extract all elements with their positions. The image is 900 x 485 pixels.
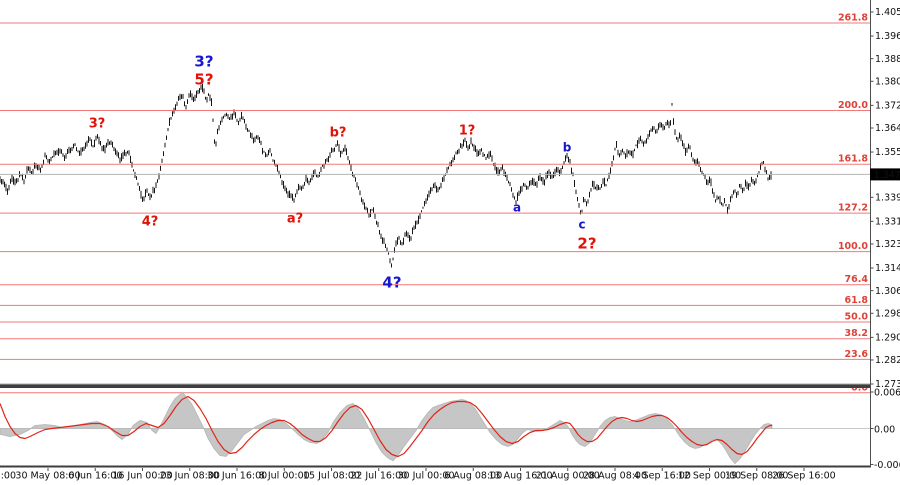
price-tick-label: 1.3885 — [875, 54, 900, 65]
current-price-tag-bg — [870, 168, 900, 181]
price-tick-label: 1.3555 — [875, 147, 900, 158]
wave-label-2: 3? — [89, 117, 106, 132]
wave-label-0: 3? — [194, 52, 213, 70]
time-axis-partial-label: 00:00 — [0, 471, 16, 482]
indicator-max-label: 0.00678 — [874, 387, 900, 398]
fib-label-100.0: 100.0 — [838, 241, 868, 252]
wave-label-11: 2? — [577, 234, 596, 252]
wave-label-3: 4? — [142, 215, 159, 230]
price-tick-label: 1.3805 — [875, 77, 900, 88]
fib-label-61.8: 61.8 — [845, 295, 869, 306]
time-tick-label: 21 Aug 00:00 — [536, 471, 600, 482]
price-tick-label: 1.3145 — [875, 263, 900, 274]
time-tick-label: 30 Jun 16:00 — [207, 471, 267, 482]
fib-label-23.6: 23.6 — [845, 349, 869, 360]
time-tick-label: 30 Jul 00:00 — [398, 471, 455, 482]
time-tick-label: 15 Jul 08:00 — [303, 471, 360, 482]
bottom-border — [0, 465, 870, 468]
time-tick-label: 16 Jun 00:00 — [112, 471, 172, 482]
wave-label-4: a? — [287, 212, 303, 227]
time-tick-label: 19 Sep 08:00 — [725, 471, 788, 482]
wave-label-1: 5? — [194, 70, 213, 88]
indicator-zero-label: 0.00 — [874, 424, 895, 435]
oscillator-area — [0, 391, 773, 465]
plot-background[interactable] — [0, 0, 870, 384]
fib-label-161.8: 161.8 — [838, 154, 868, 165]
time-tick-label: 8 Jul 00:00 — [259, 471, 310, 482]
fib-label-76.4: 76.4 — [845, 274, 869, 285]
time-tick-label: 13 Aug 16:00 — [488, 471, 552, 482]
price-tick-label: 1.3310 — [875, 217, 900, 228]
price-tick-label: 1.4050 — [875, 7, 900, 18]
panel-separator[interactable] — [0, 384, 870, 389]
time-tick-label: 6 Jun 16:00 — [68, 471, 122, 482]
price-axis[interactable]: 1.4050 1.3965 1.3885 1.3805 1.3720 1.3640 1.35… — [870, 0, 900, 468]
price-tick-label: 1.2900 — [875, 333, 900, 344]
time-tick-label: 30 May 08:00 — [15, 471, 80, 482]
panel-separators — [0, 383, 870, 468]
ohlc-bars-path — [0, 83, 772, 268]
fib-label-38.2: 38.2 — [845, 328, 868, 339]
current-price-tag: 1.3476 — [874, 170, 900, 181]
wave-label-6: 4? — [382, 273, 401, 291]
fib-label-50.0: 50.0 — [845, 312, 869, 323]
price-tick-label: 1.2985 — [875, 308, 900, 319]
price-tick-label: 1.3640 — [875, 123, 900, 134]
time-tick-label: 12 Sep 00:00 — [678, 471, 741, 482]
price-tick-label: 1.2820 — [875, 355, 900, 366]
fib-label-200.0: 200.0 — [838, 100, 868, 111]
price-tick-label: 1.3395 — [875, 192, 900, 203]
wave-label-10: c — [578, 217, 585, 231]
separator-highlight — [0, 383, 870, 385]
price-tick-label: 1.3230 — [875, 239, 900, 250]
time-tick-label: 26 Sep 16:00 — [772, 471, 835, 482]
indicator-axis — [870, 391, 874, 465]
fib-label-127.2: 127.2 — [838, 203, 868, 214]
time-tick-label: 4 Sep 16:00 — [634, 471, 691, 482]
chart-plot-area[interactable] — [0, 0, 870, 384]
price-tick-label: 1.3720 — [875, 101, 900, 112]
fibonacci-lines: 261.8 200.0 161.8 127.2 100.0 76.4 61.8 50.0 38.… — [0, 13, 870, 394]
wave-label-7: 1? — [459, 124, 476, 139]
price-bars — [0, 83, 772, 268]
price-tick-label: 1.3065 — [875, 286, 900, 297]
indicator-min-label: -0.00668 — [874, 460, 900, 471]
time-tick-label: 22 Jul 16:00 — [350, 471, 407, 482]
fib-label-261.8: 261.8 — [838, 13, 868, 24]
price-tick-label: 1.3965 — [875, 31, 900, 42]
oscillator-signal-line — [0, 395, 772, 458]
time-tick-label: 28 Aug 08:00 — [583, 471, 647, 482]
wave-label-8: a — [513, 200, 521, 214]
wave-label-5: b? — [330, 126, 347, 141]
oscillator-panel — [0, 391, 870, 465]
price-tick-label: 1.2735 — [875, 379, 900, 390]
wave-label-9: b — [563, 140, 572, 154]
time-tick-label: 23 Jun 08:00 — [160, 471, 220, 482]
time-tick-label: 6 Aug 08:00 — [444, 471, 502, 482]
